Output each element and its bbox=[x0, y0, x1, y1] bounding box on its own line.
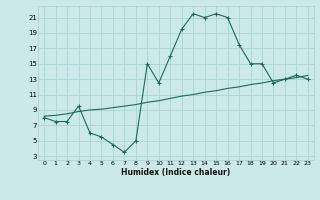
X-axis label: Humidex (Indice chaleur): Humidex (Indice chaleur) bbox=[121, 168, 231, 177]
